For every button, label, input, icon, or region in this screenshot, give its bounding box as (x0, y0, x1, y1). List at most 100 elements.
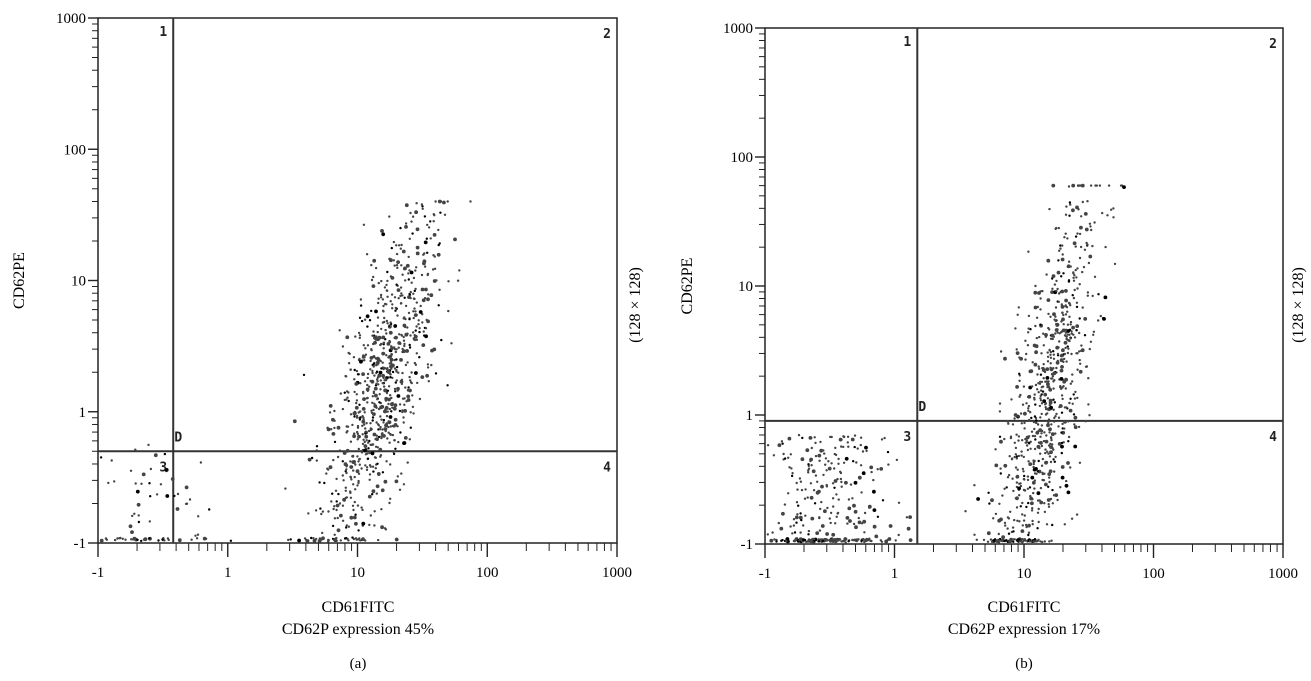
data-point (860, 491, 863, 494)
data-point (315, 449, 318, 452)
data-point (787, 492, 790, 495)
data-point (1059, 244, 1062, 247)
data-point (418, 397, 422, 401)
data-point (351, 423, 354, 427)
data-point (1088, 254, 1093, 259)
data-point (1030, 416, 1033, 420)
data-point (344, 374, 347, 378)
data-point (1053, 420, 1056, 423)
data-point (1044, 439, 1049, 444)
data-point (822, 473, 825, 477)
data-point (366, 401, 369, 404)
data-point (385, 414, 389, 418)
data-point (413, 289, 416, 293)
data-point (789, 453, 792, 456)
data-point (407, 311, 411, 315)
data-point (1065, 406, 1068, 409)
data-point (393, 358, 396, 362)
data-point (375, 382, 378, 385)
data-point (1077, 208, 1080, 211)
data-point (375, 406, 378, 409)
data-point (853, 434, 857, 437)
data-point (1040, 424, 1044, 427)
data-point (437, 200, 441, 203)
data-point (395, 365, 399, 369)
data-point (1046, 360, 1050, 363)
data-point (1056, 287, 1059, 291)
data-point (414, 371, 418, 375)
data-point (429, 293, 434, 298)
data-point (843, 538, 846, 541)
data-point (358, 334, 362, 337)
data-point (409, 211, 412, 215)
data-point (375, 434, 378, 437)
data-point (1006, 476, 1010, 479)
data-point (1038, 499, 1041, 502)
data-point (133, 512, 136, 515)
data-point (1026, 478, 1030, 482)
data-point (366, 344, 370, 347)
data-point (351, 536, 354, 539)
data-point (1037, 507, 1040, 511)
data-point (315, 537, 318, 541)
data-point (393, 417, 398, 422)
data-point (1049, 436, 1053, 439)
x-tick-label: 100 (476, 565, 499, 581)
data-point (1044, 460, 1048, 465)
data-point (1033, 362, 1038, 367)
data-point (1024, 339, 1027, 342)
x-tick-label: 10 (1017, 566, 1032, 582)
data-point (820, 524, 825, 528)
data-point (379, 388, 382, 391)
data-point (395, 369, 398, 372)
data-point (1080, 215, 1083, 218)
data-point (414, 310, 417, 313)
data-point (415, 245, 420, 250)
data-point (437, 228, 440, 232)
data-point (412, 292, 415, 295)
data-point (379, 293, 383, 297)
data-point (365, 422, 368, 425)
data-point (1076, 267, 1079, 270)
data-point (1044, 402, 1048, 405)
data-point (1017, 486, 1021, 491)
data-point (1052, 408, 1055, 411)
data-point (1078, 461, 1082, 464)
data-point (1065, 328, 1068, 331)
data-point (393, 336, 396, 340)
data-point (1010, 458, 1014, 461)
data-point (376, 324, 379, 327)
data-point (1050, 290, 1054, 294)
data-point (1051, 375, 1055, 378)
data-point (420, 273, 424, 277)
data-point (335, 477, 338, 481)
data-point (853, 445, 856, 449)
data-point (1055, 226, 1058, 230)
data-point (1066, 264, 1071, 269)
data-point (310, 536, 313, 540)
data-point (1015, 385, 1019, 389)
data-point (338, 329, 341, 332)
data-point (1048, 400, 1053, 405)
data-point (415, 251, 420, 256)
data-point (381, 351, 386, 356)
data-point (809, 495, 814, 500)
data-point (1057, 416, 1061, 419)
data-point (1076, 352, 1079, 355)
data-point (113, 538, 117, 542)
data-point (1112, 207, 1115, 210)
data-point (380, 418, 383, 421)
data-point (399, 431, 402, 434)
data-point (798, 538, 801, 542)
data-point (307, 512, 310, 515)
data-point (1055, 279, 1058, 283)
data-point (989, 538, 993, 541)
data-point (407, 278, 410, 281)
data-point (1036, 491, 1041, 496)
data-point (1025, 505, 1028, 509)
data-point (415, 338, 419, 341)
quadrant-label: D (918, 400, 926, 415)
data-point (404, 222, 408, 225)
data-point (333, 419, 336, 422)
